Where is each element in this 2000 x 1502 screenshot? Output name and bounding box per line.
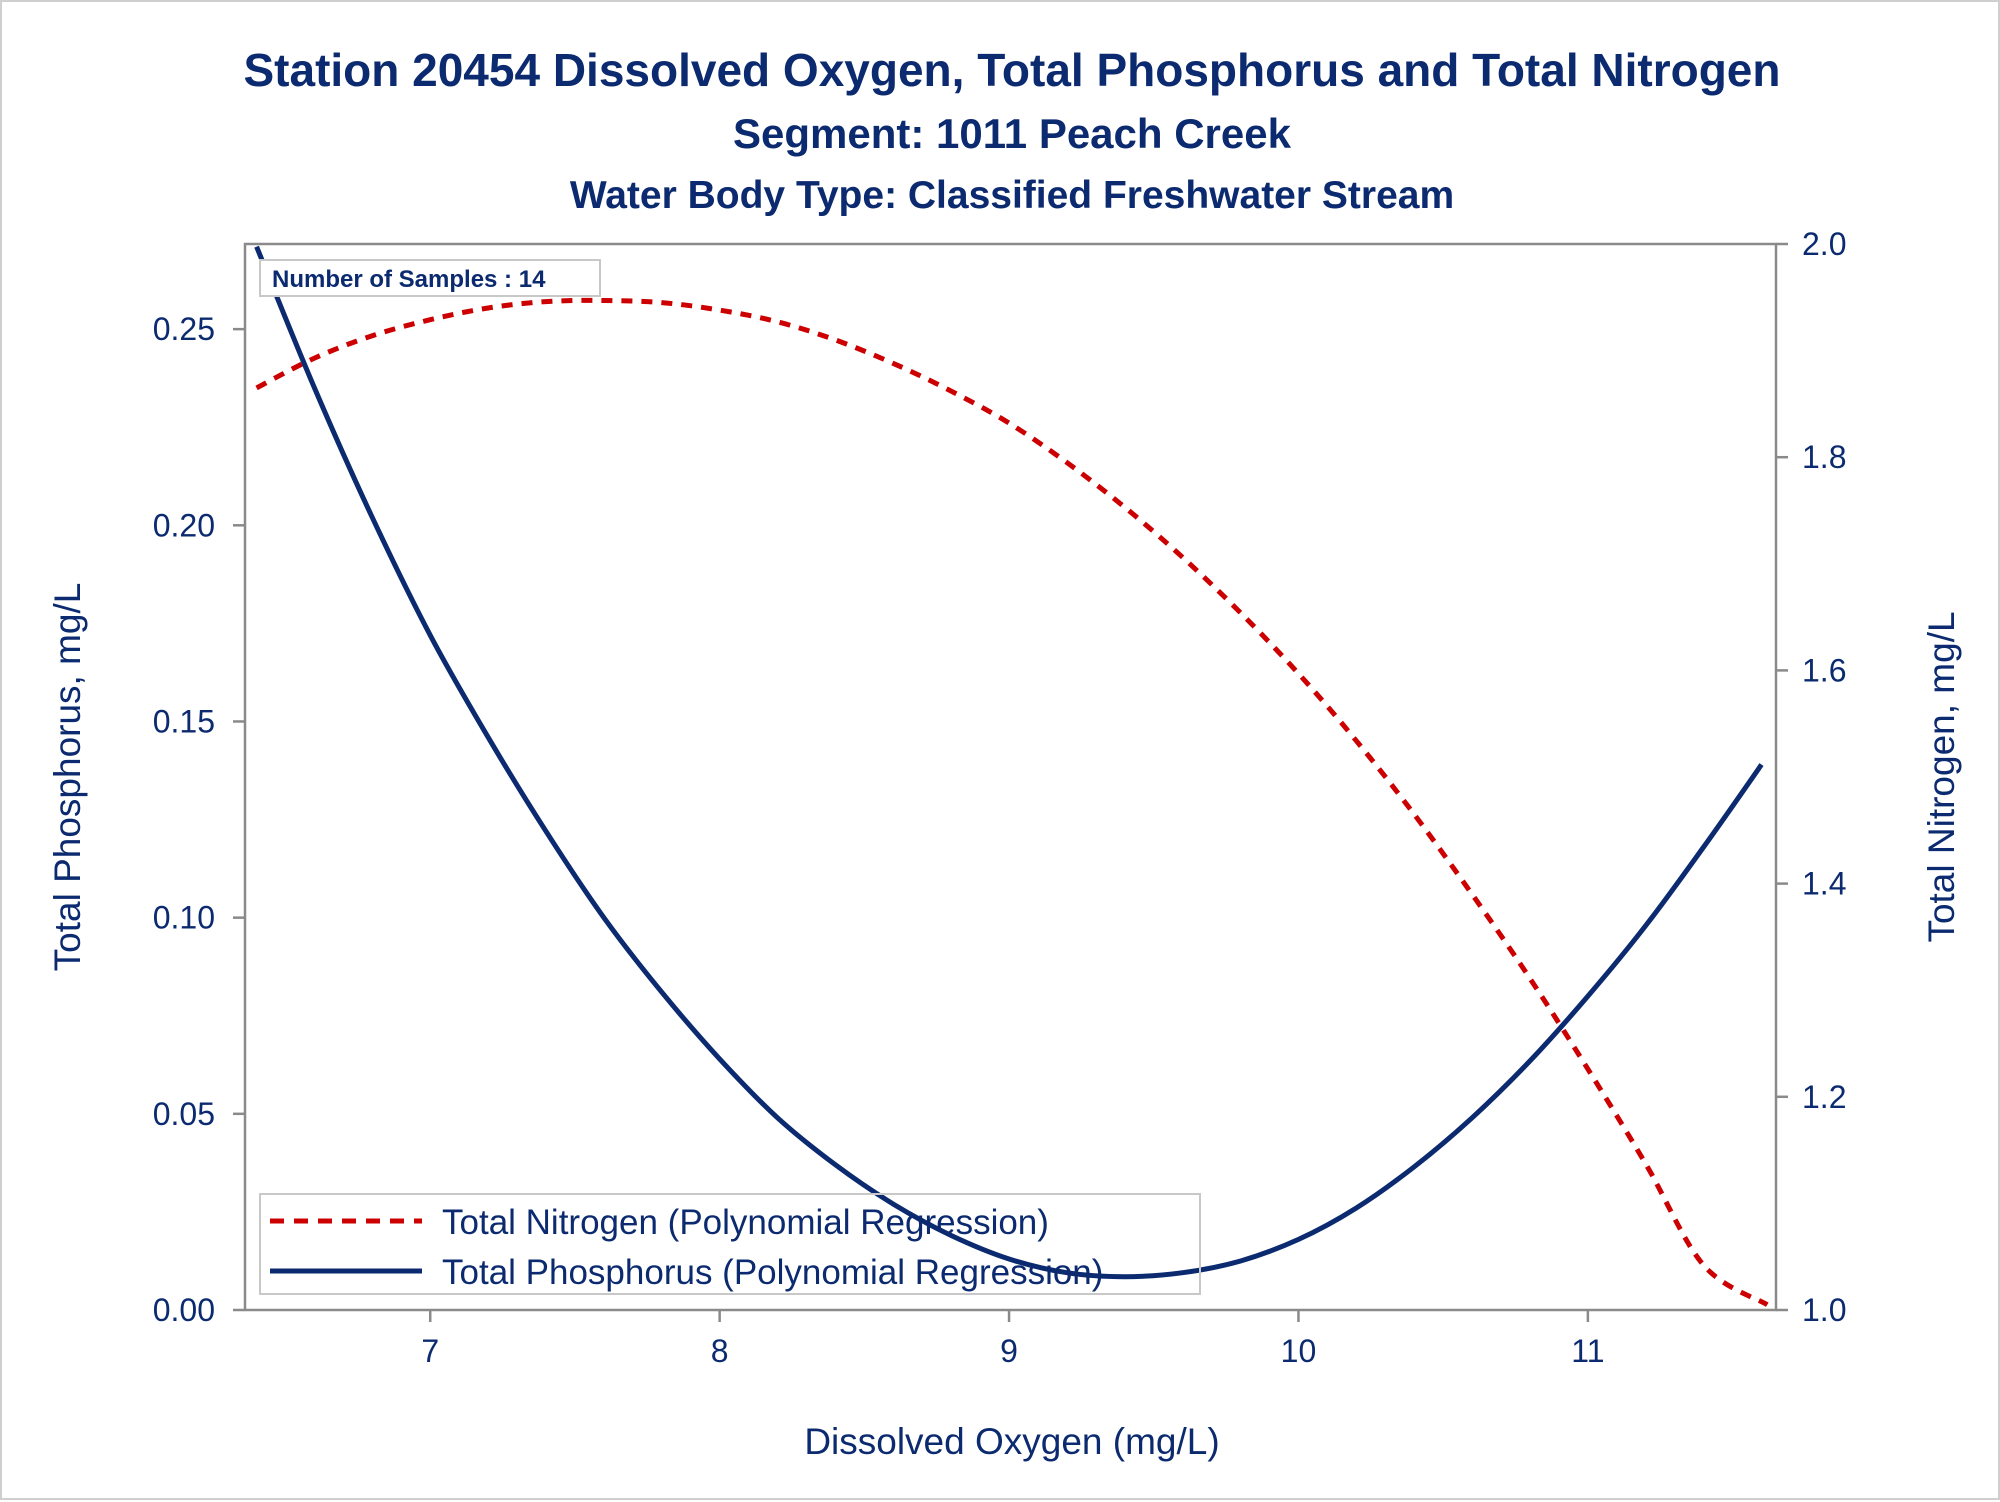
series-layer [254, 245, 1769, 1307]
plot-area [243, 242, 1778, 1312]
y2-axis-label: Total Nitrogen, mg/L [1921, 611, 1962, 942]
x-tick-label-4: 11 [1571, 1333, 1604, 1369]
legend: Total Nitrogen (Polynomial Regression) T… [259, 1193, 1201, 1295]
legend-label-phosphorus: Total Phosphorus (Polynomial Regression) [442, 1253, 1103, 1292]
chart-title: Station 20454 Dissolved Oxygen, Total Ph… [243, 44, 1780, 96]
y-axis-label: Total Phosphorus, mg/L [47, 583, 88, 972]
y-axis-right: 1.0 1.2 1.4 1.6 1.8 2.0 [1776, 226, 1846, 1328]
y2-tick-label-4: 1.8 [1802, 439, 1846, 475]
y-tick-label-1: 0.05 [153, 1096, 215, 1132]
y2-tick-label-0: 1.0 [1802, 1292, 1846, 1328]
chart-subtitle-2: Water Body Type: Classified Freshwater S… [570, 174, 1454, 217]
sample-count-text: Number of Samples : 14 [272, 266, 546, 293]
x-axis-label: Dissolved Oxygen (mg/L) [804, 1421, 1219, 1462]
y-tick-label-4: 0.20 [153, 507, 215, 543]
x-tick-label-0: 7 [421, 1333, 439, 1369]
y-tick-label-3: 0.15 [153, 703, 215, 739]
sample-count-border [259, 259, 601, 297]
y2-tick-label-2: 1.4 [1802, 866, 1846, 902]
y2-tick-label-5: 2.0 [1802, 226, 1846, 262]
y-tick-label-5: 0.25 [153, 311, 215, 347]
x-tick-label-3: 10 [1281, 1333, 1317, 1369]
y2-tick-label-1: 1.2 [1802, 1079, 1846, 1115]
legend-border [259, 1193, 1201, 1295]
y-axis-left: 0.00 0.05 0.10 0.15 0.20 0.25 [153, 311, 245, 1328]
series-line-total-phosphorus [254, 245, 1764, 1280]
x-tick-label-2: 9 [1000, 1333, 1018, 1369]
y2-tick-label-3: 1.6 [1802, 652, 1846, 688]
series-line-total-nitrogen [255, 297, 1769, 1307]
y-tick-label-0: 0.00 [153, 1292, 215, 1328]
x-axis: 7 8 9 10 11 [421, 1310, 1604, 1369]
chart-subtitle: Segment: 1011 Peach Creek [733, 110, 1292, 157]
sample-count-box: Number of Samples : 14 [259, 259, 601, 297]
x-tick-label-1: 8 [711, 1333, 729, 1369]
legend-label-nitrogen: Total Nitrogen (Polynomial Regression) [442, 1203, 1049, 1242]
y-tick-label-2: 0.10 [153, 900, 215, 936]
